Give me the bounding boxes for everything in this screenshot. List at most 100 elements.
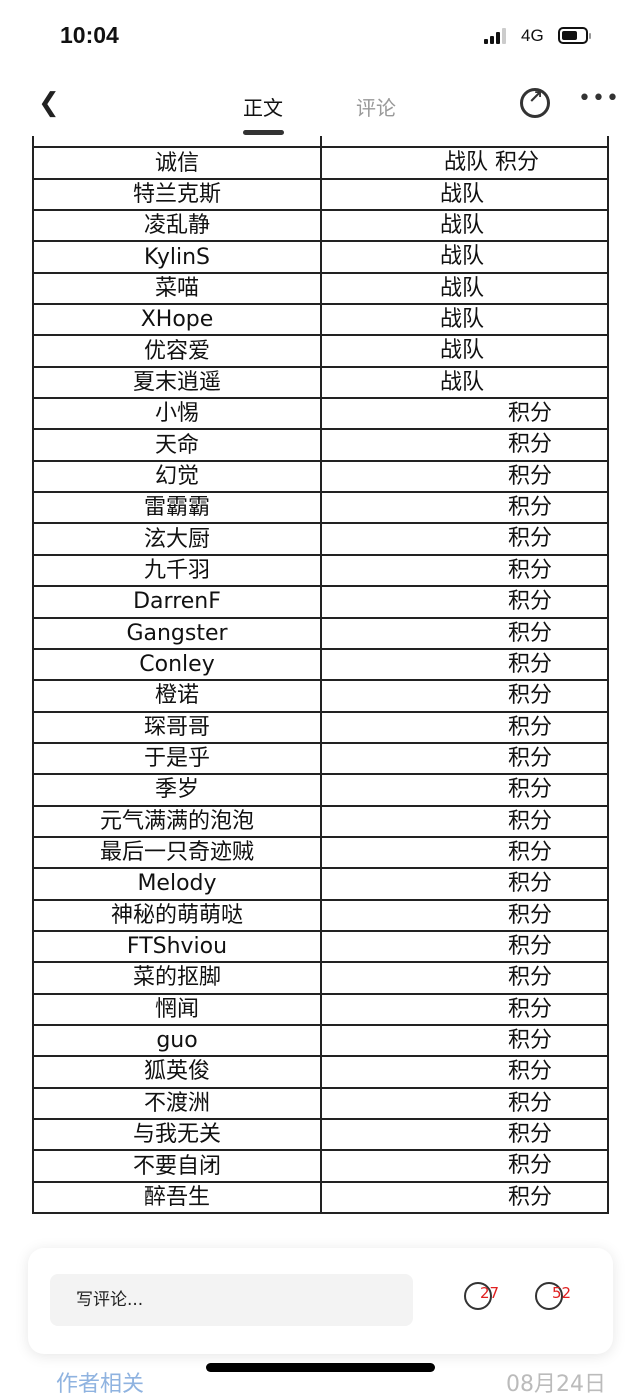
member-role-cell: 积分 [320,459,609,494]
home-indicator[interactable] [206,1363,435,1372]
member-name: 琛哥哥 [32,710,322,744]
member-role: 积分 [508,1153,553,1179]
table-row: 惘闻 积分 [32,992,609,1026]
member-role: 战队 [440,338,485,364]
member-role-cell: 战队 [320,177,609,212]
member-role-cell: 积分 [320,835,609,870]
member-role-cell: 积分 [320,929,609,964]
table-row: Conley 积分 [32,647,609,682]
member-role: 积分 [508,1122,553,1147]
table-row: 特兰克斯 战队 [32,177,609,212]
member-role: 积分 [508,495,553,521]
member-role-cell: 积分 [320,616,609,650]
member-name: 凌乱静 [32,209,322,243]
table-row: 泫大厨 积分 [32,522,609,556]
member-role-cell: 积分 [320,553,609,588]
member-role-cell: 积分 [320,522,609,556]
member-role: 积分 [508,463,553,489]
member-role-cell: 积分 [320,804,609,838]
member-role-cell: 积分 [320,679,609,713]
member-role: 积分 [508,839,553,865]
table-row: KylinS 战队 [32,240,609,274]
comment-icon[interactable] [535,1282,563,1310]
share-icon[interactable] [520,87,550,118]
member-role-cell: 积分 [320,898,609,932]
member-role: 积分 [508,808,553,834]
member-role-cell: 战队 [320,365,609,400]
member-role-cell: 积分 [320,961,609,995]
member-role-cell: 积分 [320,1180,609,1215]
member-role: 积分 [508,683,553,709]
table-row: 小惕 积分 [32,397,609,431]
table-row: XHope 战队 [32,303,609,337]
member-role: 积分 [508,620,553,646]
member-role: 战队 [440,181,485,207]
active-tab-indicator [243,130,284,135]
member-role: 战队 [440,244,485,270]
more-icon[interactable]: ••• [578,86,620,111]
member-name: DarrenF [32,585,322,619]
member-role: 积分 [508,714,553,740]
member-role: 战队 [440,369,485,395]
table-row: 菜的抠脚 积分 [32,961,609,995]
member-role: 战队 [440,213,485,239]
member-name: 诚信 [32,146,322,180]
member-name: 醉吾生 [32,1180,322,1215]
member-role-cell: 积分 [320,1086,609,1121]
table-row: Gangster 积分 [32,616,609,650]
member-name: guo [32,1023,322,1058]
member-role: 积分 [508,777,553,803]
member-name: Melody [32,867,322,901]
member-role-cell: 战队 积分 [320,146,609,180]
tab-comments[interactable]: 评论 [356,96,396,120]
member-role-cell: 积分 [320,773,609,807]
member-role: 积分 [508,526,553,552]
member-role-cell: 积分 [320,1023,609,1058]
member-role-cell: 积分 [320,1149,609,1183]
table-row: 季岁 积分 [32,773,609,807]
member-name: 九千羽 [32,553,322,588]
member-name: 夏末逍遥 [32,365,322,400]
table-row: 元气满满的泡泡 积分 [32,804,609,838]
member-role: 积分 [508,557,553,583]
tab-article[interactable]: 正文 [243,96,283,120]
table-row: 与我无关 积分 [32,1117,609,1152]
table-row: 菜喵 战队 [32,271,609,306]
table-row: 狐英俊 积分 [32,1055,609,1089]
member-role-cell: 积分 [320,1055,609,1089]
clock: 10:04 [60,22,119,48]
table-row: 于是乎 积分 [32,741,609,776]
table-row: 九千羽 积分 [32,553,609,588]
member-name: FTShviou [32,929,322,964]
member-name: 于是乎 [32,741,322,776]
back-icon[interactable]: ❮ [38,88,60,118]
member-role-cell: 积分 [320,491,609,525]
table-row: 诚信 战队 积分 [32,146,609,180]
member-name: 元气满满的泡泡 [32,804,322,838]
author-related-link[interactable]: 作者相关 [56,1372,145,1397]
signal-icon [484,28,506,44]
member-name: 橙诺 [32,679,322,713]
member-role-cell: 积分 [320,647,609,682]
member-name: 神秘的萌萌哒 [32,898,322,932]
member-role: 积分 [508,651,553,677]
member-name: 不要自闭 [32,1149,322,1183]
table-row: 不要自闭 积分 [32,1149,609,1183]
member-role: 积分 [508,965,553,991]
member-name: 季岁 [32,773,322,807]
member-role-cell: 积分 [320,741,609,776]
battery-icon [558,27,591,44]
like-icon[interactable] [464,1282,492,1310]
member-name: 特兰克斯 [32,177,322,212]
member-role-cell: 战队 [320,209,609,243]
table-row: 夏末逍遥 战队 [32,365,609,400]
member-name: 不渡洲 [32,1086,322,1121]
comment-input[interactable]: 写评论... [50,1274,413,1326]
table-row: 天命 积分 [32,428,609,462]
member-name: 与我无关 [32,1117,322,1152]
table-row: 橙诺 积分 [32,679,609,713]
member-role: 积分 [508,871,553,897]
member-role: 积分 [508,1184,553,1210]
member-role: 积分 [508,902,553,928]
member-name: 泫大厨 [32,522,322,556]
